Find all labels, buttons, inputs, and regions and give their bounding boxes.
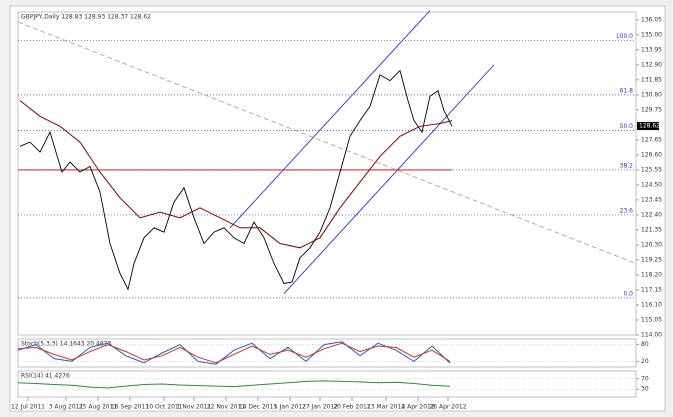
y-tick-label: 114.00 [641, 332, 662, 339]
y-tick-label: 118.20 [641, 271, 662, 278]
x-tick-label: 20 Feb 2012 [333, 404, 371, 411]
x-tick-label: 27 Jan 2012 [302, 404, 338, 411]
fib-label: 23.6 [620, 207, 634, 214]
trend-line [283, 64, 495, 294]
series-line [17, 342, 451, 364]
y-tick-label: 123.45 [641, 196, 662, 203]
x-tick-label: 3 Aug 2011 [49, 404, 84, 411]
y-tick-label: 119.25 [641, 256, 662, 263]
x-tick-label: 13 Mar 2012 [367, 404, 405, 411]
x-tick-label: 26 Apr 2012 [429, 404, 466, 411]
y-tick-label: 20 [641, 358, 649, 365]
y-tick-label: 116.10 [641, 301, 662, 308]
x-tick-label: 10 Oct 2011 [145, 404, 182, 411]
y-tick-label: 131.85 [641, 76, 662, 83]
y-tick-label: 115.05 [641, 316, 662, 323]
y-tick-label: 124.50 [641, 181, 662, 188]
y-tick-label: 136.05 [641, 16, 662, 23]
fib-label: 38.2 [620, 162, 634, 169]
last-price-tag [637, 122, 659, 131]
x-tick-label: 12 Jul 2011 [11, 404, 45, 411]
y-tick-label: 135.00 [641, 31, 662, 38]
x-tick-label: 4 Apr 2012 [401, 404, 434, 411]
x-tick-label: 1 Nov 2011 [177, 404, 212, 411]
panel [17, 11, 637, 336]
fib-label: 0.0 [623, 290, 633, 297]
y-tick-label: 30 [641, 386, 649, 393]
last-price-label: 128.62 [639, 123, 660, 130]
y-tick-label: 127.65 [641, 136, 662, 143]
panel-title: GBPJPY,Daily 128.83 128.93 128.37 128.62 [21, 14, 151, 21]
fib-label: 50.0 [620, 123, 634, 130]
trend-line [229, 10, 431, 229]
y-tick-label: 70 [641, 375, 649, 382]
panel [17, 338, 637, 368]
x-tick-label: 16 Sep 2011 [111, 404, 149, 411]
y-tick-label: 132.90 [641, 61, 662, 68]
y-tick-label: 117.15 [641, 286, 662, 293]
series-line [19, 100, 453, 249]
trend-line [17, 21, 637, 264]
panel-title: RSI(14) 41.4276 [21, 373, 70, 380]
y-tick-label: 80 [641, 341, 649, 348]
panel [17, 370, 637, 398]
chart-frame [9, 5, 666, 412]
y-tick-label: 129.75 [641, 106, 662, 113]
panel-title: Stoch(5,3,3) 14.1643 20.4873 [21, 341, 112, 348]
x-tick-label: 14 Dec 2011 [239, 404, 278, 411]
series-line [17, 380, 451, 389]
y-tick-label: 122.40 [641, 211, 662, 218]
series-line [17, 341, 451, 365]
x-tick-label: 22 Nov 2011 [207, 404, 246, 411]
x-tick-label: 25 Aug 2011 [79, 404, 118, 411]
y-tick-label: 121.35 [641, 226, 662, 233]
series-line [19, 69, 453, 291]
y-tick-label: 130.80 [641, 91, 662, 98]
y-tick-label: 120.30 [641, 241, 662, 248]
y-tick-label: 125.55 [641, 166, 662, 173]
y-tick-label: 126.60 [641, 151, 662, 158]
y-tick-label: 133.95 [641, 46, 662, 53]
x-tick-label: 5 Jan 2012 [274, 404, 306, 411]
fib-label: 100.0 [616, 33, 633, 40]
fib-label: 61.8 [620, 87, 634, 94]
